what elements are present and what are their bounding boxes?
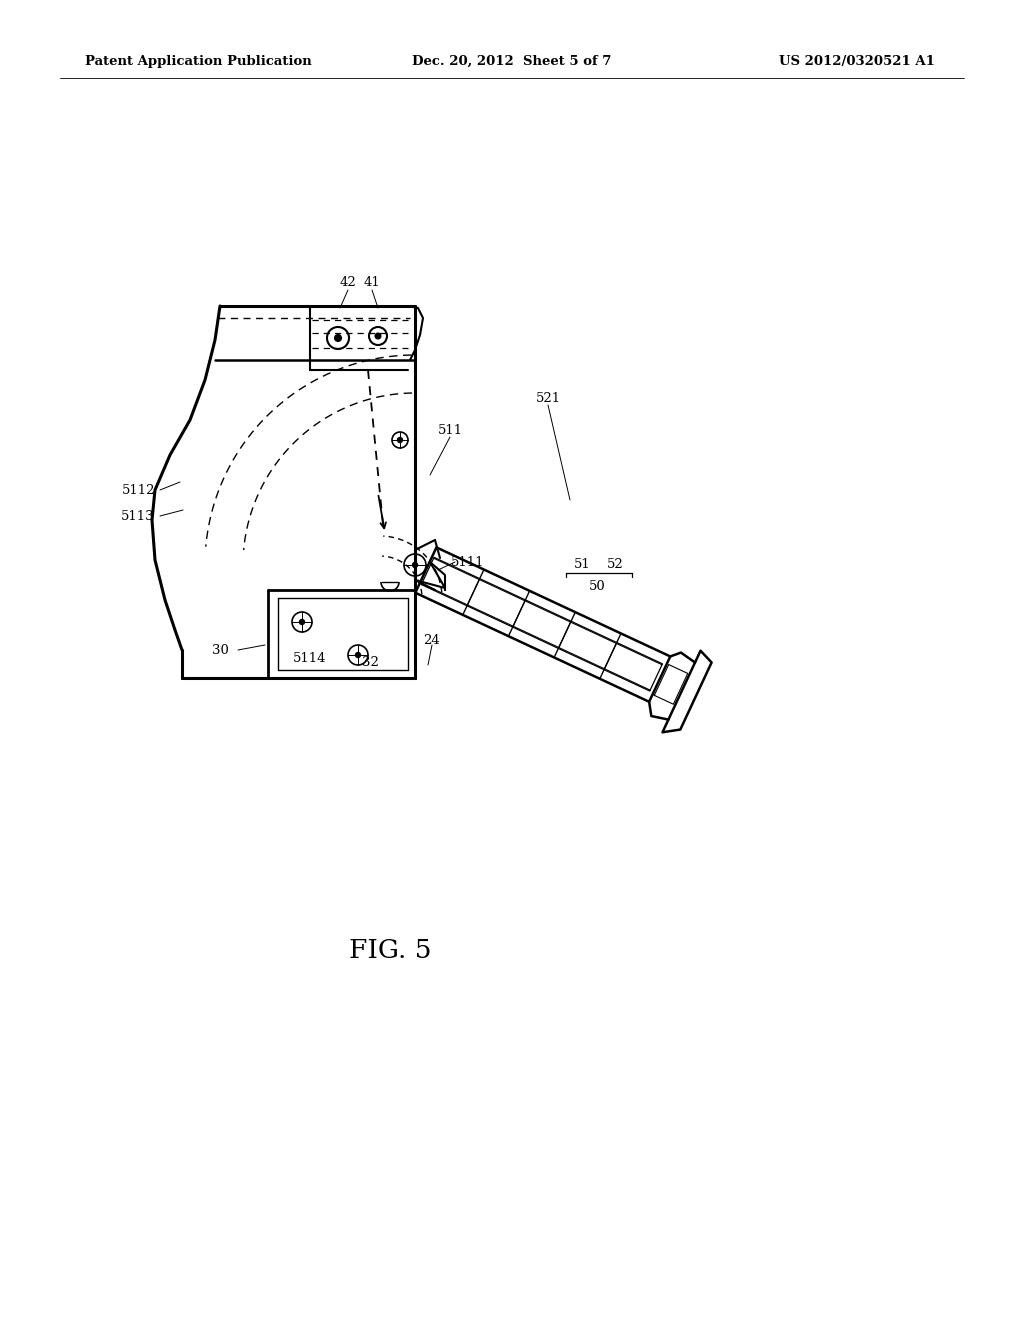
Text: 5114: 5114 <box>293 652 327 664</box>
Text: 50: 50 <box>589 579 605 593</box>
Text: 32: 32 <box>361 656 379 669</box>
Text: 52: 52 <box>606 558 624 572</box>
Circle shape <box>299 619 304 624</box>
Circle shape <box>397 437 402 442</box>
Circle shape <box>335 335 341 341</box>
Text: Dec. 20, 2012  Sheet 5 of 7: Dec. 20, 2012 Sheet 5 of 7 <box>413 55 611 69</box>
Text: 30: 30 <box>212 644 228 656</box>
Text: 5112: 5112 <box>122 483 155 496</box>
Text: 511: 511 <box>437 424 463 437</box>
Text: 51: 51 <box>573 558 591 572</box>
Text: 5111: 5111 <box>452 556 484 569</box>
Text: 41: 41 <box>364 276 380 289</box>
Circle shape <box>355 652 360 657</box>
Circle shape <box>376 334 381 338</box>
Text: FIG. 5: FIG. 5 <box>349 937 431 962</box>
Text: 5113: 5113 <box>122 510 155 523</box>
Text: 24: 24 <box>424 634 440 647</box>
Circle shape <box>413 562 418 568</box>
Text: US 2012/0320521 A1: US 2012/0320521 A1 <box>779 55 935 69</box>
Text: 521: 521 <box>536 392 560 404</box>
Text: Patent Application Publication: Patent Application Publication <box>85 55 311 69</box>
Text: 42: 42 <box>340 276 356 289</box>
